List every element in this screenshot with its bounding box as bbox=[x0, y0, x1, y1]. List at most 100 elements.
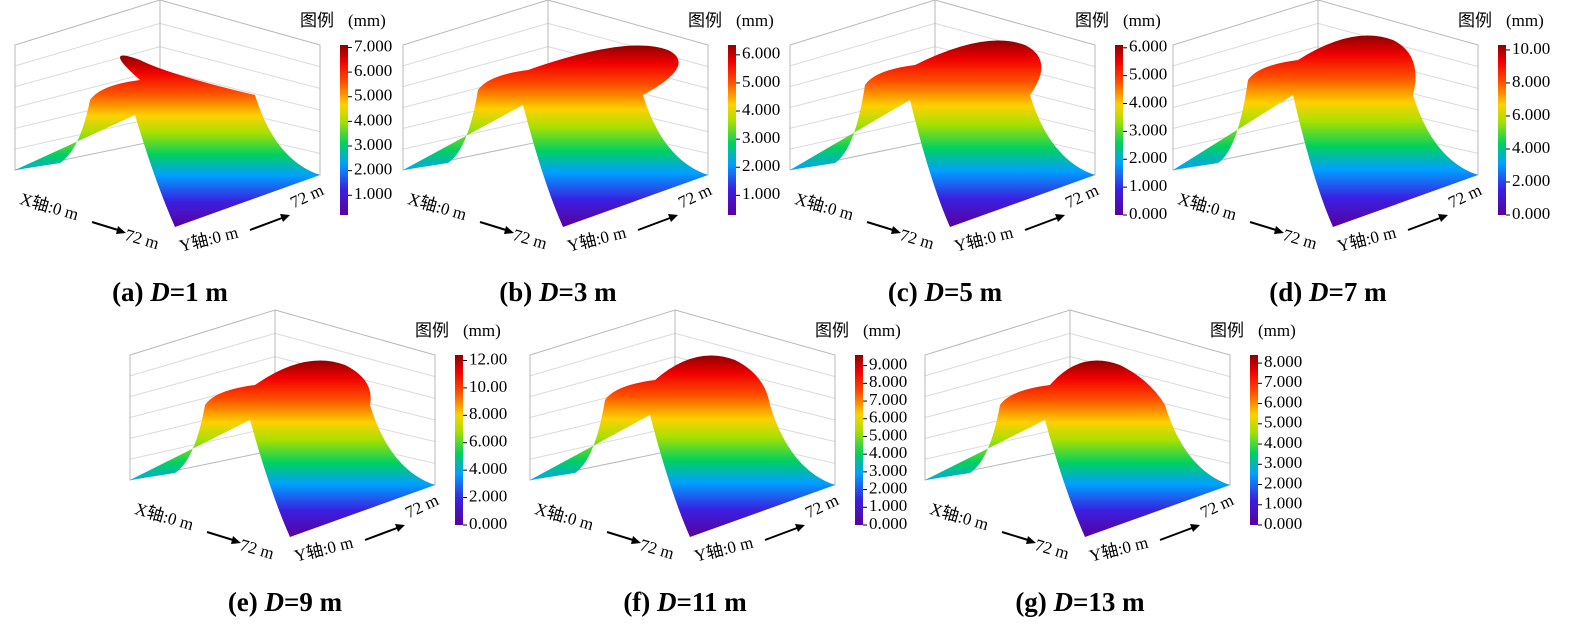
colorbar-tick-label: 2.000 bbox=[469, 486, 507, 505]
y-arrow bbox=[1159, 527, 1193, 541]
caption-part: D bbox=[149, 277, 170, 307]
x-arrow-head bbox=[891, 226, 901, 234]
colorbar bbox=[340, 45, 348, 215]
x-axis-label: X轴:0 m bbox=[533, 499, 596, 534]
y-axis-end: 72 m bbox=[802, 490, 841, 522]
colorbar-tick-label: 5.000 bbox=[742, 72, 780, 91]
colorbar-tick-label: 3.000 bbox=[1129, 120, 1167, 139]
colorbar-tick-label: 8.000 bbox=[1512, 72, 1550, 91]
wall-grid bbox=[1172, 116, 1319, 150]
panel: X轴:0 m72 m Y轴:0 m72 m图例 (mm)0.0001.0002.00… bbox=[924, 309, 1302, 617]
caption-part: (d) bbox=[1269, 277, 1309, 307]
legend-unit: (mm) bbox=[1506, 11, 1544, 30]
y-arrow bbox=[764, 527, 798, 541]
panel-caption: (b) D=3 m bbox=[499, 277, 617, 307]
wall-grid bbox=[789, 46, 936, 88]
colorbar-tick-label: 6.000 bbox=[742, 44, 780, 63]
x-axis-end: 72 m bbox=[511, 225, 549, 253]
x-axis-label: X轴:0 m bbox=[793, 189, 856, 224]
x-arrow-head bbox=[231, 536, 241, 544]
colorbar-tick-label: 2.000 bbox=[354, 160, 392, 179]
colorbar-tick-label: 0.000 bbox=[469, 514, 507, 533]
colorbar-tick-label: 2.000 bbox=[869, 478, 907, 497]
colorbar-tick-label: 0.000 bbox=[1129, 204, 1167, 223]
colorbar-tick-label: 8.000 bbox=[869, 372, 907, 391]
colorbar-tick-label: 6.000 bbox=[869, 408, 907, 427]
colorbar-tick-label: 12.00 bbox=[469, 349, 507, 368]
surface bbox=[1173, 35, 1478, 227]
y-axis-label: Y轴:0 m bbox=[565, 223, 628, 256]
legend-unit: (mm) bbox=[1258, 321, 1296, 340]
colorbar bbox=[728, 45, 736, 215]
y-arrow-head bbox=[795, 524, 805, 532]
colorbar-tick-label: 7.000 bbox=[869, 390, 907, 409]
caption-part: (c) bbox=[888, 277, 925, 307]
panel: X轴:0 m72 m Y轴:0 m72 m图例 (mm)0.0001.0002.00… bbox=[529, 309, 907, 617]
y-axis-end: 72 m bbox=[1445, 180, 1484, 212]
colorbar-tick-label: 3.000 bbox=[1264, 453, 1302, 472]
panel-caption: (c) D=5 m bbox=[888, 277, 1003, 307]
x-axis-label: X轴:0 m bbox=[18, 189, 81, 224]
panel-caption: (g) D=13 m bbox=[1015, 587, 1145, 617]
legend-title: 图例 bbox=[1075, 11, 1109, 30]
wall-grid bbox=[1172, 46, 1319, 88]
colorbar bbox=[1498, 45, 1506, 215]
colorbar-tick-label: 0.000 bbox=[869, 514, 907, 533]
wall-grid bbox=[159, 22, 321, 68]
x-arrow bbox=[1249, 221, 1277, 231]
colorbar-tick-label: 0.000 bbox=[1264, 514, 1302, 533]
caption-part: (b) bbox=[499, 277, 539, 307]
y-axis-end: 72 m bbox=[1062, 180, 1101, 212]
caption-part: D bbox=[656, 587, 677, 617]
colorbar-tick-label: 7.000 bbox=[1264, 372, 1302, 391]
y-axis-end: 72 m bbox=[1197, 490, 1236, 522]
legend-unit: (mm) bbox=[736, 11, 774, 30]
colorbar-tick-label: 1.000 bbox=[869, 496, 907, 515]
colorbar-tick-label: 8.000 bbox=[1264, 352, 1302, 371]
legend-title: 图例 bbox=[815, 321, 849, 340]
x-arrow bbox=[1001, 531, 1029, 541]
y-axis-end: 72 m bbox=[675, 180, 714, 212]
x-arrow bbox=[606, 531, 634, 541]
wall-grid bbox=[14, 22, 161, 67]
wall-grid bbox=[274, 332, 436, 378]
x-axis-end: 72 m bbox=[1281, 225, 1319, 253]
colorbar-tick-label: 1.000 bbox=[354, 184, 392, 203]
x-axis-label: X轴:0 m bbox=[928, 499, 991, 534]
legend-unit: (mm) bbox=[863, 321, 901, 340]
y-arrow bbox=[1407, 217, 1441, 231]
legend-unit: (mm) bbox=[463, 321, 501, 340]
caption-part: D bbox=[538, 277, 559, 307]
colorbar-tick-label: 6.000 bbox=[469, 432, 507, 451]
colorbar-tick-label: 2.000 bbox=[1129, 148, 1167, 167]
colorbar-tick-label: 5.000 bbox=[1264, 413, 1302, 432]
wall-grid bbox=[402, 46, 549, 88]
y-arrow-head bbox=[395, 524, 405, 532]
caption-part: (f) bbox=[623, 587, 657, 617]
panel-caption: (e) D=9 m bbox=[228, 587, 343, 617]
colorbar-tick-label: 0.000 bbox=[1512, 204, 1550, 223]
wall-grid bbox=[402, 22, 549, 67]
x-arrow bbox=[206, 531, 234, 541]
panel-caption: (a) D=1 m bbox=[112, 277, 228, 307]
x-arrow bbox=[91, 221, 119, 231]
caption-part: (a) bbox=[112, 277, 150, 307]
y-arrow bbox=[249, 217, 283, 231]
colorbar-tick-label: 2.000 bbox=[742, 156, 780, 175]
colorbar-tick-label: 4.000 bbox=[1512, 138, 1550, 157]
wall-grid bbox=[129, 356, 276, 398]
y-axis-label: Y轴:0 m bbox=[952, 223, 1015, 256]
colorbar-tick-label: 4.000 bbox=[354, 110, 392, 129]
colorbar-tick-label: 6.000 bbox=[1264, 392, 1302, 411]
x-arrow-head bbox=[1274, 226, 1284, 234]
y-axis-label: Y轴:0 m bbox=[1087, 533, 1150, 566]
colorbar-tick-label: 10.00 bbox=[1512, 39, 1550, 58]
y-arrow-head bbox=[1055, 214, 1065, 222]
caption-part: (e) bbox=[228, 587, 265, 617]
caption-part: =9 m bbox=[284, 587, 343, 617]
x-axis-end: 72 m bbox=[238, 535, 276, 563]
colorbar-tick-label: 2.000 bbox=[1512, 171, 1550, 190]
caption-part: =11 m bbox=[677, 587, 748, 617]
y-arrow bbox=[1024, 217, 1058, 231]
colorbar bbox=[1250, 355, 1258, 525]
